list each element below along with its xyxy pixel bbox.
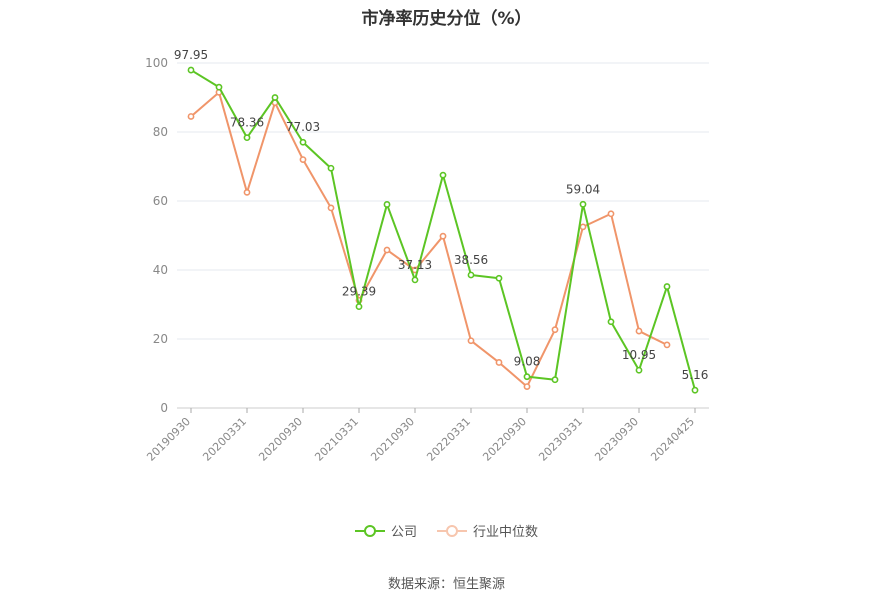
x-tick-label: 20210930 — [368, 415, 417, 464]
data-point — [327, 164, 335, 172]
legend-swatch-industry-icon — [437, 524, 467, 537]
data-point — [355, 303, 363, 311]
data-point — [467, 337, 475, 345]
data-point — [411, 276, 419, 284]
x-tick-label: 20200331 — [200, 415, 249, 464]
series-line — [190, 91, 668, 388]
data-point — [271, 94, 279, 101]
data-source: 数据来源：恒生聚源 — [387, 577, 505, 592]
data-point — [327, 204, 335, 212]
data-label: 78.36 — [230, 116, 264, 130]
data-point — [607, 210, 615, 218]
y-tick-label: 20 — [153, 332, 168, 346]
data-point — [187, 113, 195, 120]
data-point — [579, 223, 587, 231]
data-point — [383, 246, 391, 254]
data-label: 77.03 — [286, 120, 320, 134]
data-point — [635, 366, 643, 374]
data-labels: 97.95 78.36 77.03 29.39 37.13 38.56 9.08 59.04 1… — [174, 48, 709, 382]
x-tick-label: 20190930 — [144, 415, 193, 464]
x-tick-label: 20240425 — [648, 415, 697, 464]
data-point — [383, 201, 391, 208]
legend: 公司 行业中位数 — [0, 521, 893, 540]
chart-title: 市净率历史分位（%） — [361, 9, 532, 29]
x-axis: 20190930 20200331 20200930 20210331 20210930… — [144, 408, 697, 464]
data-point — [495, 274, 503, 282]
data-point — [215, 83, 223, 91]
data-label: 97.95 — [174, 48, 208, 62]
data-point — [551, 376, 559, 384]
data-point — [243, 188, 251, 196]
grid-lines — [177, 62, 709, 409]
x-tick-label: 20230930 — [592, 415, 641, 464]
data-label: 38.56 — [454, 253, 488, 267]
data-label: 37.13 — [398, 258, 432, 272]
data-point — [467, 271, 475, 279]
data-label: 29.39 — [342, 285, 376, 299]
legend-item-company[interactable]: 公司 — [354, 521, 417, 540]
legend-label-industry: 行业中位数 — [473, 525, 539, 540]
data-point — [607, 318, 615, 326]
data-point — [523, 373, 531, 381]
x-tick-label: 20210331 — [312, 415, 361, 464]
series-group — [187, 66, 699, 394]
data-point — [495, 359, 503, 366]
data-point — [691, 386, 699, 394]
data-label: 10.95 — [622, 348, 656, 362]
data-point — [579, 200, 587, 208]
legend-swatch-company-icon — [354, 524, 385, 537]
y-tick-label: 80 — [153, 125, 168, 139]
data-label: 5.16 — [682, 368, 709, 382]
data-point — [551, 326, 559, 334]
y-tick-label: 60 — [153, 194, 168, 208]
data-point — [187, 66, 195, 74]
data-point — [299, 138, 307, 146]
data-label: 9.08 — [514, 355, 541, 369]
x-tick-label: 20220930 — [480, 415, 529, 464]
data-point — [243, 134, 251, 142]
x-tick-label: 20230331 — [536, 415, 585, 464]
y-tick-label: 0 — [160, 401, 168, 415]
data-point — [439, 171, 447, 179]
y-tick-label: 100 — [145, 56, 168, 70]
series-line — [190, 69, 696, 391]
data-label: 59.04 — [566, 182, 600, 196]
x-tick-label: 20200930 — [256, 415, 305, 464]
x-tick-label: 20220331 — [424, 415, 473, 464]
data-point — [663, 283, 671, 290]
legend-item-industry[interactable]: 行业中位数 — [437, 521, 538, 540]
y-axis: 0 20 40 60 80 100 — [145, 56, 168, 415]
y-tick-label: 40 — [153, 263, 168, 277]
data-point — [299, 156, 307, 163]
data-point — [439, 232, 447, 240]
data-point — [523, 383, 531, 391]
data-point — [663, 341, 671, 349]
data-point — [635, 327, 643, 335]
legend-label-company: 公司 — [390, 525, 417, 540]
